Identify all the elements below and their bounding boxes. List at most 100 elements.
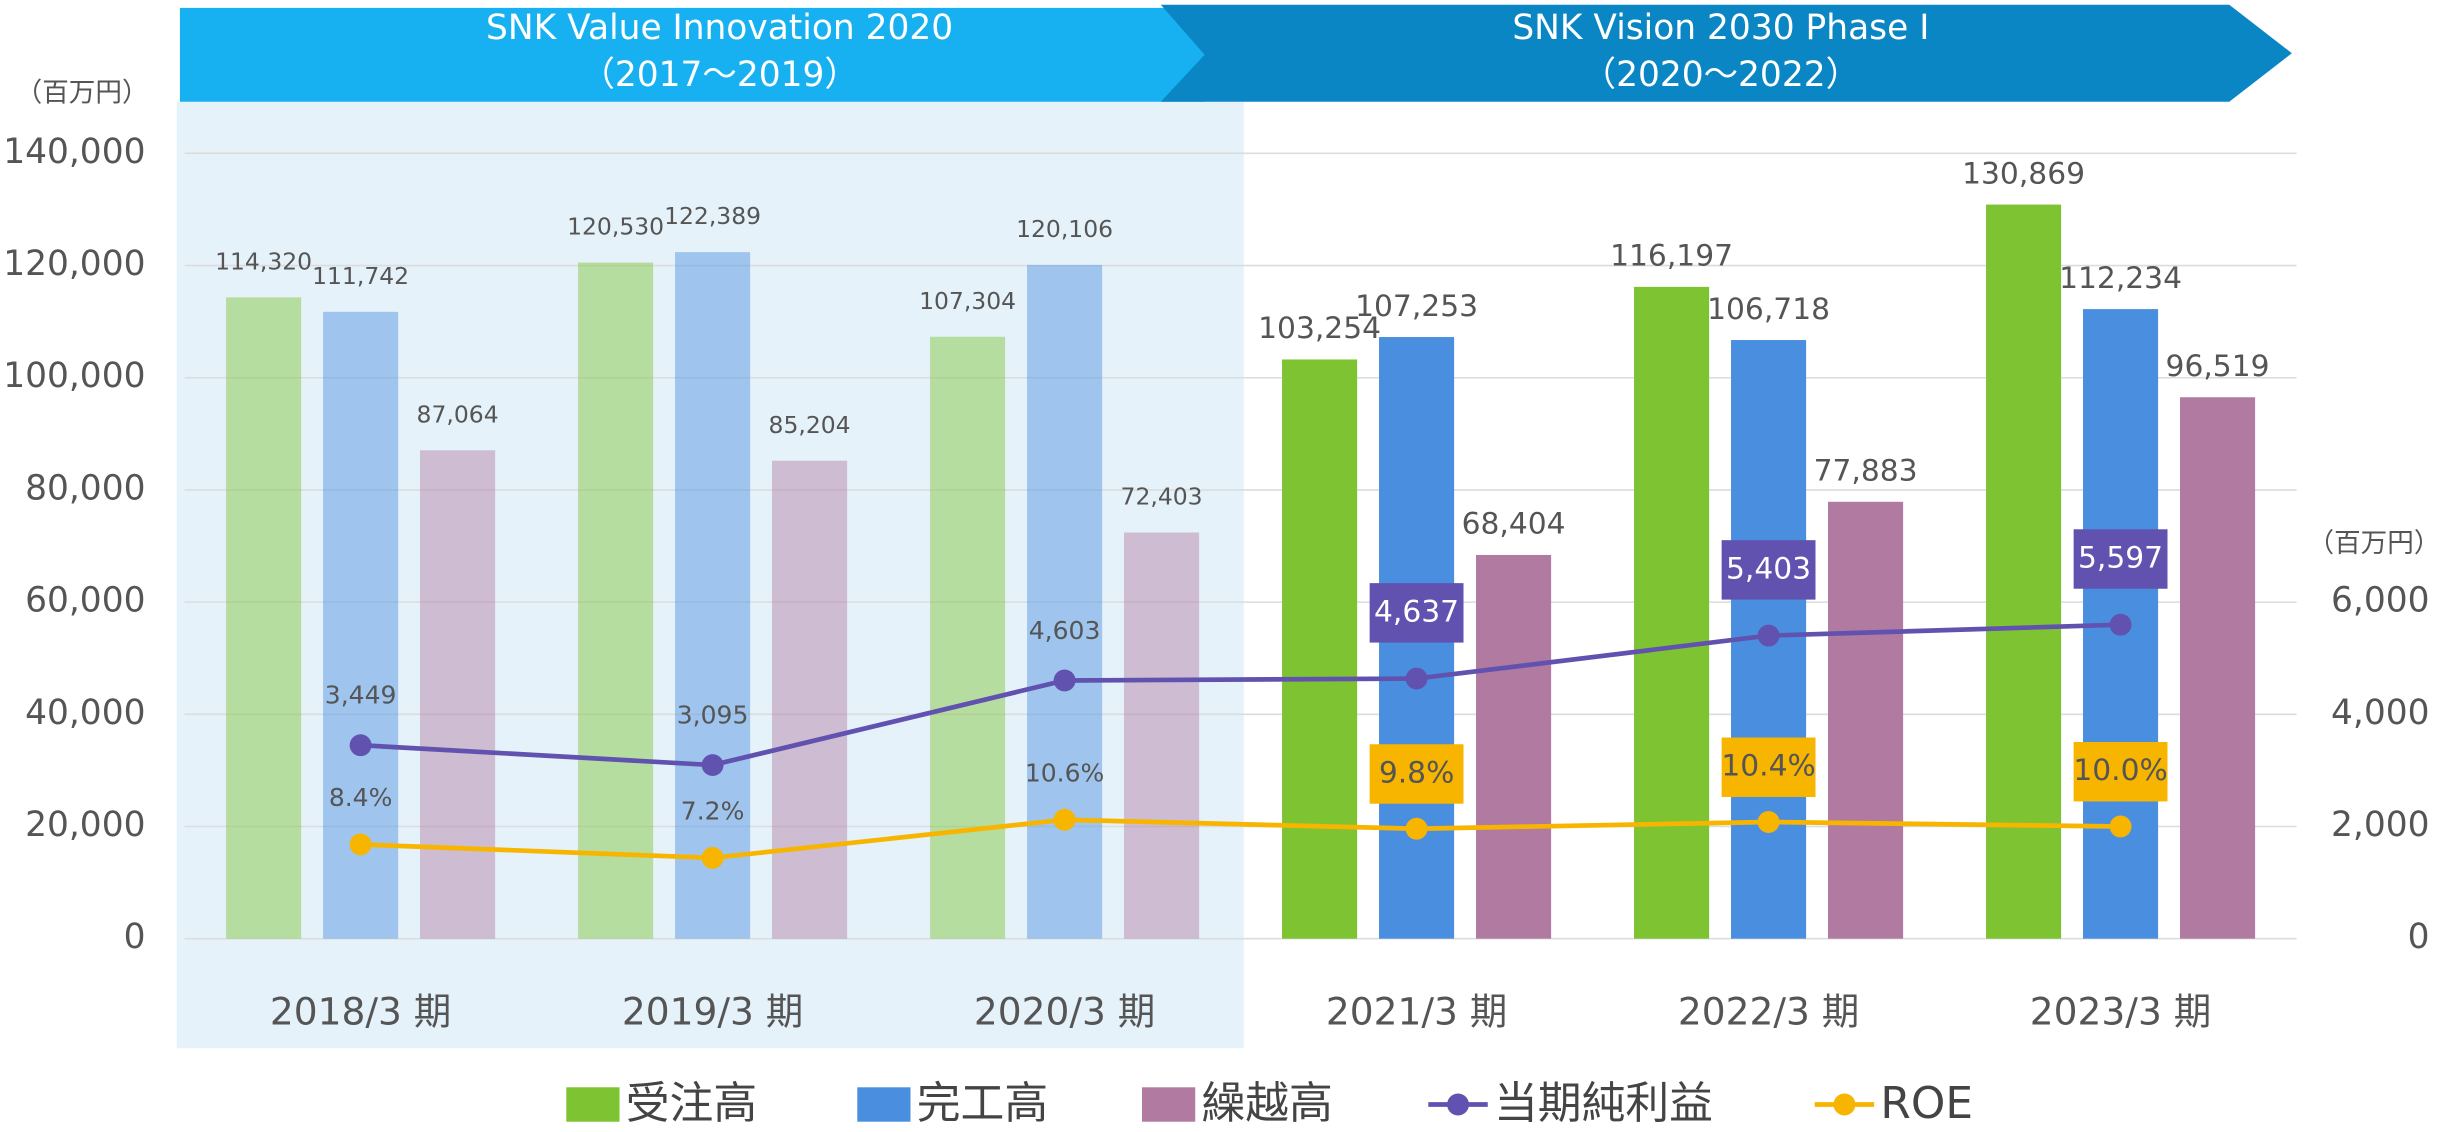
line-value-label: 5,403 <box>1726 551 1811 586</box>
bar <box>930 336 1006 939</box>
label-box <box>1721 540 1816 600</box>
line-value-label: 4,637 <box>1374 594 1459 629</box>
line-point <box>1405 667 1428 690</box>
y-tick-label: 120,000 <box>3 244 145 284</box>
bar <box>1124 532 1200 939</box>
bar <box>1828 501 1904 939</box>
bar <box>1027 264 1103 939</box>
line-value-label: 4,603 <box>1029 616 1101 645</box>
bar-value-label: 103,254 <box>1258 311 1381 346</box>
bar-value-label: 107,253 <box>1355 289 1478 324</box>
bar <box>1282 359 1358 939</box>
line-point <box>1405 817 1428 840</box>
y-tick-label: 140,000 <box>3 132 145 172</box>
x-tick-label: 2023/3 期 <box>2030 989 2211 1033</box>
line-point <box>1053 808 1076 831</box>
bar-value-label: 130,869 <box>1962 156 2085 191</box>
phase-shade <box>176 101 1244 1049</box>
legend-dot <box>1833 1093 1856 1116</box>
line <box>360 817 2121 861</box>
y-tick-label: 20,000 <box>25 805 145 845</box>
line-point <box>2109 613 2132 636</box>
y-tick-label: 0 <box>124 917 146 957</box>
line-value-label: 7.2% <box>681 797 745 826</box>
line-point <box>1757 624 1780 647</box>
bar <box>1476 554 1552 939</box>
x-tick-label: 2018/3 期 <box>270 989 452 1033</box>
y2-tick-label: 0 <box>2408 917 2430 957</box>
phase-banner <box>179 7 1260 102</box>
bar-value-label: 114,320 <box>215 247 312 275</box>
line-point <box>349 833 372 856</box>
phase-subtitle: （2017～2019） <box>580 55 858 95</box>
line-point <box>701 754 724 777</box>
bar-value-label: 77,883 <box>1814 454 1918 489</box>
y-tick-label: 60,000 <box>25 581 145 621</box>
legend-label: ROE <box>1880 1078 1973 1128</box>
label-box <box>1721 737 1816 797</box>
phase-title: SNK Value Innovation 2020 <box>486 8 953 48</box>
bar-value-label: 122,389 <box>664 202 761 230</box>
line-point <box>2109 815 2132 838</box>
y2-tick-label: 4,000 <box>2331 693 2429 733</box>
bar <box>420 450 496 939</box>
phase-banner <box>1160 4 2292 102</box>
line-value-label: 3,095 <box>677 701 749 730</box>
label-box <box>1369 583 1464 643</box>
x-tick-label: 2021/3 期 <box>1326 989 1508 1033</box>
line-value-label: 10.4% <box>1721 749 1815 784</box>
bar-value-label: 87,064 <box>417 400 499 428</box>
line-point <box>1757 811 1780 833</box>
bar <box>772 460 848 939</box>
y-tick-label: 80,000 <box>25 468 145 508</box>
line-value-label: 10.0% <box>2073 753 2167 788</box>
bar-value-label: 120,106 <box>1016 215 1113 243</box>
label-box <box>1369 744 1464 804</box>
phase-title: SNK Vision 2030 Phase Ⅰ <box>1512 8 1929 48</box>
bar <box>226 297 302 939</box>
line-value-label: 3,449 <box>325 681 397 710</box>
phase-subtitle: （2020～2022） <box>1582 55 1860 95</box>
line-point <box>701 846 724 869</box>
line-value-label: 5,597 <box>2078 541 2163 576</box>
y-axis-unit: （百万円） <box>16 77 149 108</box>
legend-dot <box>1447 1093 1469 1116</box>
y-tick-label: 40,000 <box>25 693 145 733</box>
legend-label: 当期純利益 <box>1494 1078 1713 1128</box>
bar <box>578 262 654 939</box>
bar <box>1634 286 1710 939</box>
bar <box>675 252 751 939</box>
legend-label: 完工高 <box>917 1078 1048 1128</box>
y-tick-label: 100,000 <box>3 356 145 396</box>
line-value-label: 8.4% <box>329 783 393 812</box>
line-value-label: 10.6% <box>1025 758 1104 787</box>
label-box <box>2073 742 2168 802</box>
legend-swatch <box>1142 1087 1196 1122</box>
bar-value-label: 116,197 <box>1610 239 1733 274</box>
y2-tick-label: 2,000 <box>2331 805 2429 845</box>
bar <box>1986 204 2062 939</box>
y2-tick-label: 6,000 <box>2331 581 2429 621</box>
x-tick-label: 2020/3 期 <box>974 989 1156 1033</box>
bar-value-label: 85,204 <box>769 411 851 439</box>
line-value-label: 9.8% <box>1379 755 1455 790</box>
bar-value-label: 111,742 <box>312 262 409 290</box>
label-box <box>2073 529 2168 589</box>
bar-value-label: 120,530 <box>567 213 664 241</box>
legend-label: 繰越高 <box>1201 1078 1332 1128</box>
bar-value-label: 72,403 <box>1121 483 1203 511</box>
legend-label: 受注高 <box>626 1078 757 1128</box>
line-point <box>1053 669 1076 692</box>
line-point <box>349 734 372 757</box>
y2-axis-unit: （百万円） <box>2308 528 2441 559</box>
bar-value-label: 112,234 <box>2059 261 2182 296</box>
x-tick-label: 2022/3 期 <box>1678 989 1860 1033</box>
bar-value-label: 68,404 <box>1462 507 1566 542</box>
legend-swatch <box>566 1087 620 1122</box>
bar-value-label: 107,304 <box>919 287 1016 315</box>
line <box>360 622 2121 768</box>
bar <box>2180 397 2256 939</box>
bar-value-label: 96,519 <box>2166 349 2270 384</box>
